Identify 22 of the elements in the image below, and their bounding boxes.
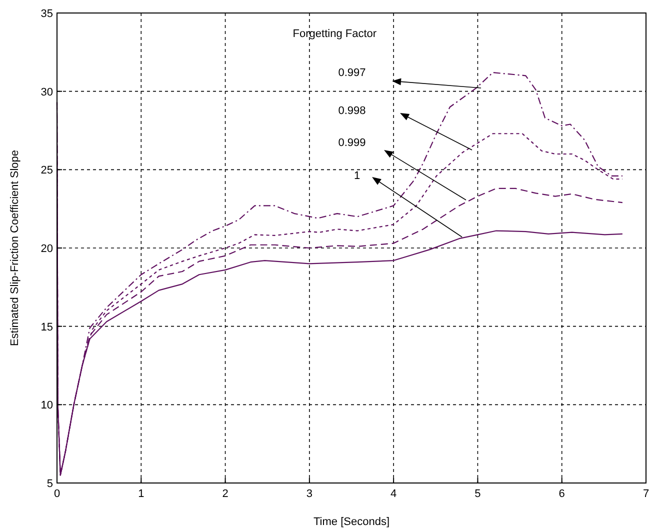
y-tick-label: 10 (40, 400, 53, 412)
y-tick-label: 20 (40, 243, 53, 255)
x-axis-title: Time [Seconds] (313, 516, 390, 528)
y-tick-label: 30 (40, 86, 53, 98)
x-tick-label: 3 (306, 488, 312, 500)
annotation: 0.998 (338, 105, 366, 117)
y-tick-label: 15 (40, 321, 53, 334)
y-tick-label: 5 (46, 478, 53, 490)
y-tick-label: 25 (40, 164, 53, 177)
x-tick-label: 6 (558, 488, 565, 500)
x-tick-label: 1 (138, 488, 144, 500)
annotation: 0.997 (338, 67, 366, 79)
x-tick-label: 2 (222, 488, 228, 500)
annotation: 0.999 (338, 137, 366, 149)
x-tick-label: 4 (390, 488, 397, 500)
annotation: 1 (354, 170, 360, 182)
legend-title: Forgetting Factor (292, 28, 377, 40)
y-axis-title: Estimated Slip-Friction Coefficient Slope (9, 150, 21, 346)
x-tick-label: 5 (474, 488, 481, 500)
x-tick-label: 0 (54, 488, 60, 500)
y-tick-label: 35 (40, 8, 53, 20)
x-tick-label: 7 (642, 488, 650, 500)
